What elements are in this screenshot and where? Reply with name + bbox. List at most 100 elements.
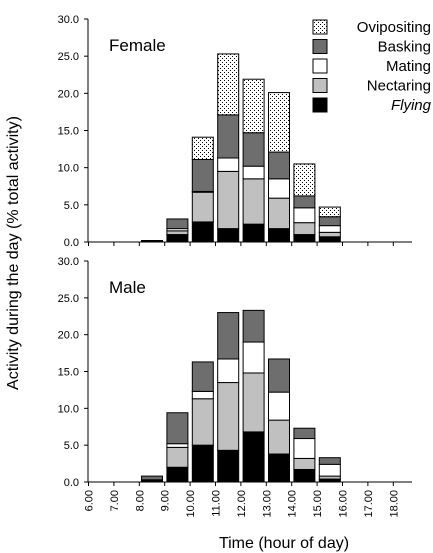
bar-segment-ovipositing [217, 53, 240, 116]
bar-segment-basking [293, 427, 316, 440]
bar-segment-basking [293, 195, 316, 209]
bar-segment-flying [293, 468, 316, 483]
legend-label-flying: Flying [391, 97, 432, 114]
bar-segment-flying [166, 466, 189, 483]
bar-segment-nectaring [166, 446, 189, 468]
x-tick-label: 15.00 [312, 490, 324, 518]
bar-segment-nectaring [191, 398, 214, 446]
bar-segment-flying [217, 449, 240, 483]
bar-segment-mating [242, 341, 265, 374]
bar-segment-ovipositing [293, 163, 316, 197]
bar-segment-basking [191, 158, 214, 192]
panel-male: 0.0 5.0 10.0 15.0 20.0 25.0 30.0 Male [58, 256, 412, 489]
panel-title: Female [109, 36, 166, 55]
y-tick-label: 15.0 [58, 367, 79, 379]
y-tick-label: 20.0 [58, 88, 79, 100]
y-tick-label: 0.0 [64, 477, 79, 489]
bar-segment-nectaring [268, 419, 290, 455]
bar-segment-nectaring [293, 222, 316, 236]
legend-swatch-flying [312, 97, 328, 113]
x-tick-label: 7.00 [109, 490, 121, 511]
bar-segment-flying [191, 221, 214, 243]
y-tick-label: 10.0 [58, 163, 79, 175]
y-tick-label: 20.0 [58, 330, 79, 342]
bar-segment-mating [318, 463, 341, 477]
bar-segment-nectaring [242, 372, 265, 433]
x-tick-label: 18.00 [388, 490, 400, 518]
bar-segment-mating [166, 443, 189, 448]
bar-segment-mating [293, 207, 316, 224]
x-tick-label: 6.00 [84, 490, 96, 511]
bar-segment-flying [242, 431, 265, 483]
bar-segment-flying [141, 240, 163, 243]
y-axis-title: Activity during the day (% total activit… [5, 116, 22, 390]
bar-segment-nectaring [242, 178, 265, 225]
legend-label-mating: Mating [386, 58, 431, 75]
bar-segment-mating [217, 358, 240, 384]
legend-swatch-nectaring [312, 78, 328, 93]
bar-segment-basking [166, 412, 189, 445]
bar-segment-basking [318, 216, 341, 227]
bar-segment-ovipositing [268, 92, 290, 153]
bar-segment-mating [191, 390, 214, 400]
bar-segment-basking [242, 309, 265, 343]
y-tick-label: 15.0 [58, 126, 79, 138]
bar-segment-basking [166, 218, 189, 230]
y-tick-label: 30.0 [58, 256, 79, 268]
bar-segment-flying [268, 453, 290, 483]
bar-segment-ovipositing [318, 206, 341, 218]
panel-title: Male [109, 278, 146, 297]
chart-plot-area: 0.0 5.0 10.0 15.0 20.0 25.0 30.0 Female 0.0 5.0 10… [58, 14, 412, 518]
bar-segment-flying [293, 234, 316, 243]
y-tick-label: 25.0 [58, 51, 79, 63]
legend: Ovipositing Basking Mating Nectaring Flying [312, 19, 432, 114]
x-tick-label: 13.00 [261, 490, 273, 518]
bar-segment-flying [268, 228, 290, 243]
bar-segment-mating [268, 178, 290, 199]
x-tick-labels: 6.00 7.00 8.00 9.00 10.00 11.00 12.00 13.00 14.0… [84, 490, 401, 518]
x-tick-label: 8.00 [134, 490, 146, 511]
bar-segment-basking [217, 114, 240, 159]
legend-label-nectaring: Nectaring [367, 78, 431, 95]
bar-segment-flying [242, 223, 265, 243]
x-tick-label: 9.00 [160, 490, 172, 511]
bar-segment-nectaring [166, 230, 189, 236]
x-tick-label: 14.00 [287, 490, 299, 518]
bar-segment-flying [191, 444, 214, 483]
y-tick-label: 0.0 [64, 237, 79, 249]
bar-segment-basking [318, 457, 341, 465]
x-tick-label: 16.00 [338, 490, 350, 518]
bar-segment-nectaring [191, 191, 214, 223]
bar-segment-ovipositing [191, 136, 214, 160]
bar-segment-ovipositing [242, 78, 265, 134]
bar-segment-nectaring [217, 170, 240, 230]
legend-label-ovipositing: Ovipositing [357, 19, 431, 36]
bar-segment-flying [217, 228, 240, 243]
x-tick-label: 12.00 [236, 490, 248, 518]
bar-segment-mating [242, 165, 265, 180]
bar-segment-basking [242, 132, 265, 167]
bar-segment-basking [191, 361, 214, 392]
bar-segment-nectaring [268, 197, 290, 230]
bar-segment-basking [217, 312, 240, 360]
legend-swatch-mating [312, 58, 328, 74]
bar-segment-mating [293, 438, 316, 459]
bar-segment-mating [268, 391, 290, 421]
legend-swatch-ovipositing [312, 19, 328, 35]
bar-segment-nectaring [217, 382, 240, 451]
x-tick-label: 11.00 [211, 490, 223, 517]
legend-label-basking: Basking [378, 39, 431, 56]
x-tick-label: 17.00 [363, 490, 375, 518]
bar-segment-basking [141, 475, 163, 481]
y-tick-label: 5.0 [64, 440, 79, 452]
panel-female: 0.0 5.0 10.0 15.0 20.0 25.0 30.0 Female [58, 14, 412, 249]
x-tick-label: 10.00 [185, 490, 197, 518]
bar-segment-basking [268, 151, 290, 180]
y-tick-label: 30.0 [58, 14, 79, 26]
y-tick-label: 10.0 [58, 403, 79, 415]
bar-segment-flying [166, 234, 189, 243]
bar-segment-basking [268, 358, 290, 393]
bar-segment-mating [217, 157, 240, 172]
y-tick-label: 5.0 [64, 200, 79, 212]
